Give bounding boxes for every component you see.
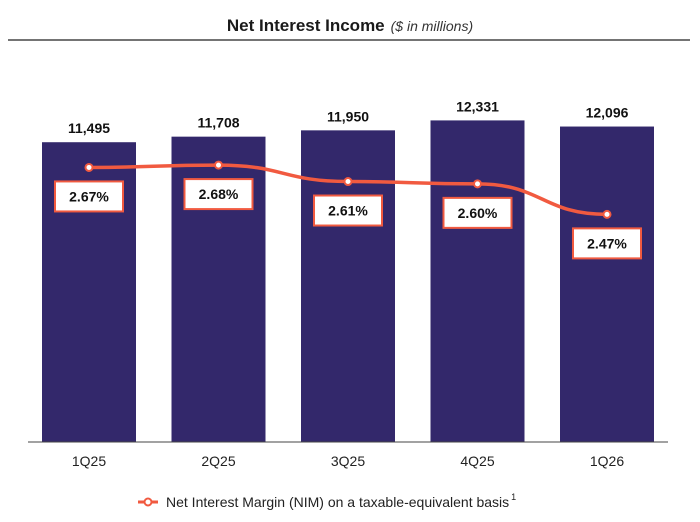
nim-point [214,160,223,170]
nim-value-label: 2.67% [69,188,109,204]
x-tick-label: 2Q25 [201,453,235,469]
nim-series: 2.67% 2.68% 2.61% 2.60% 2.47% [54,160,642,260]
nim-label-box [572,227,642,260]
nim-label-box [54,180,124,213]
x-tick-label: 1Q26 [590,453,624,469]
chart-subtitle: ($ in millions) [391,18,473,34]
bar-value-label: 11,495 [68,120,110,136]
nim-point [343,177,353,187]
legend-label: Net Interest Margin (NIM) on a taxable-e… [166,492,516,510]
nim-point [602,209,612,219]
nim-value-label: 2.47% [587,235,627,251]
nim-label-box [183,178,254,211]
bar-4Q25 [430,120,525,442]
legend-superscript: 1 [511,492,516,502]
chart-title: Net Interest Income ($ in millions) [227,16,473,35]
chart-title-main: Net Interest Income [227,16,385,35]
bar-value-label: 11,950 [327,108,369,124]
legend-text: Net Interest Margin (NIM) on a taxable-e… [166,494,509,510]
x-axis-labels: 1Q25 2Q25 3Q25 4Q25 1Q26 [72,453,624,469]
nim-value-label: 2.68% [199,186,239,202]
bar-1Q26 [560,126,654,443]
x-tick-label: 4Q25 [460,453,494,469]
nim-value-label: 2.61% [328,203,368,219]
bar-series: 11,495 11,708 11,950 12,331 12,096 [42,98,654,443]
bar-value-label: 12,331 [456,98,499,114]
bar-value-label: 11,708 [197,115,239,131]
nim-value-label: 2.60% [458,205,498,221]
x-tick-label: 3Q25 [331,453,365,469]
x-tick-label: 1Q25 [72,453,106,469]
nim-point [84,162,94,172]
legend: Net Interest Margin (NIM) on a taxable-e… [138,492,516,510]
nim-point [473,179,482,189]
nim-label-box [313,194,383,227]
legend-dot-marker [143,497,153,507]
bar-value-label: 12,096 [586,105,629,121]
nim-label-box [442,196,513,229]
